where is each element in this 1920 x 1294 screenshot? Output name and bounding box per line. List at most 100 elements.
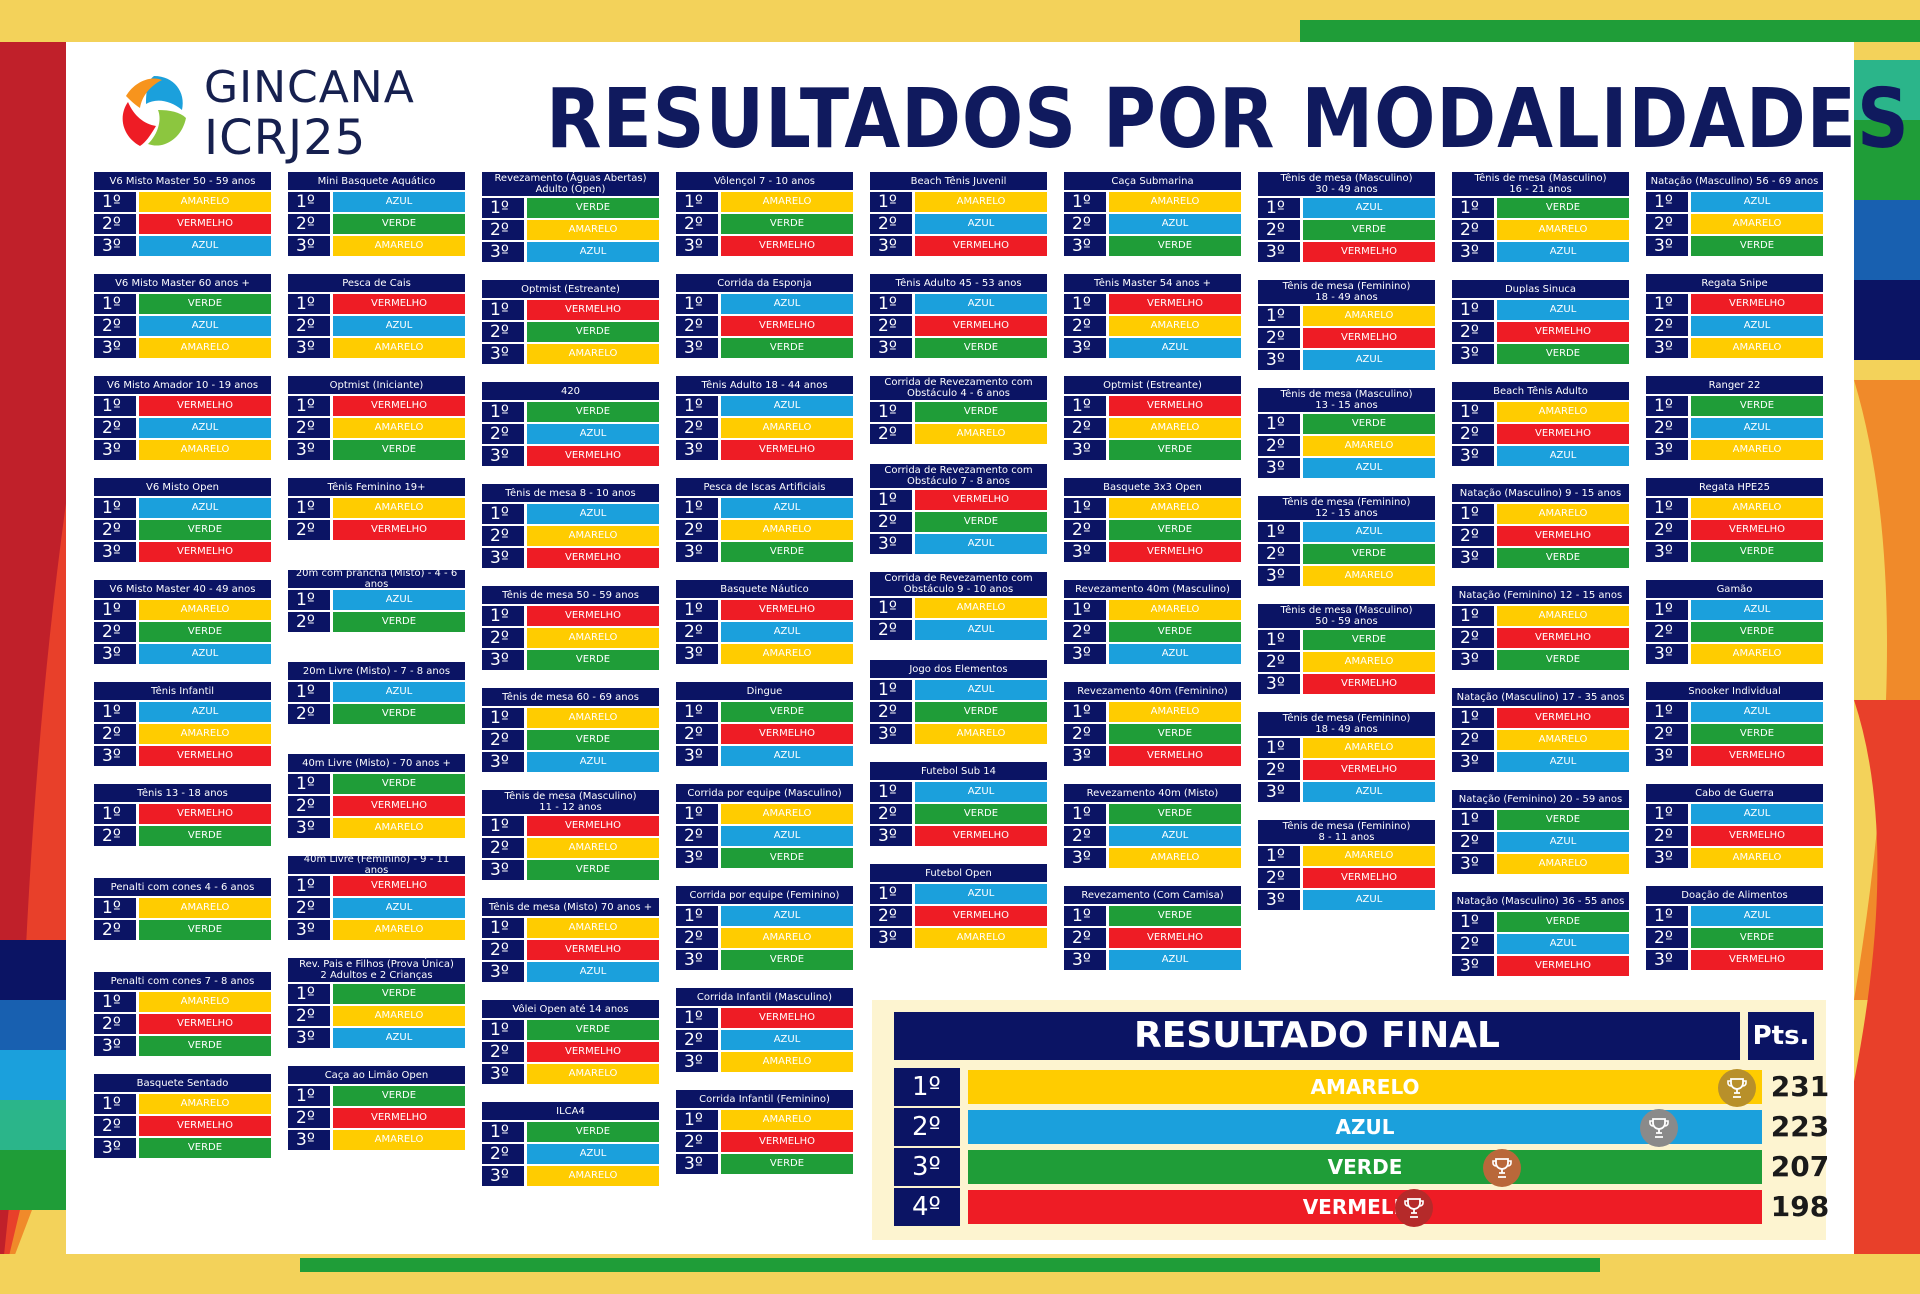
modality-block: Tênis de mesa (Masculino) 50 - 59 anos 1º… [1258, 604, 1435, 694]
team-cell: VERMELHO [1691, 826, 1823, 846]
team-cell: AZUL [721, 1030, 853, 1050]
place-label: 1º [1258, 414, 1300, 434]
result-row: 2º VERMELHO [482, 1042, 659, 1062]
team-cell: AZUL [1303, 890, 1435, 910]
modality-block: Corrida de Revezamento com Obstáculo 7 -… [870, 464, 1047, 554]
modality-title: Revezamento 40m (Feminino) [1064, 682, 1241, 700]
place-label: 3º [288, 1028, 330, 1048]
place-label: 2º [676, 214, 718, 234]
place-label: 3º [288, 1130, 330, 1150]
modality-title-text: Pesca de Iscas Artificiais [703, 481, 826, 493]
place-label: 3º [482, 860, 524, 880]
modality-title-text: Tênis de mesa (Feminino) 8 - 11 anos [1282, 821, 1411, 843]
team-cell: AZUL [333, 1028, 465, 1048]
place-label: 3º [676, 746, 718, 766]
team-cell: AMARELO [915, 192, 1047, 212]
final-points: 223 [1770, 1110, 1830, 1143]
result-row: 3º AZUL [870, 534, 1047, 554]
modality-title: Tênis de mesa 50 - 59 anos [482, 586, 659, 604]
team-cell: AZUL [139, 418, 271, 438]
modality-title: Tênis de mesa (Masculino) 13 - 15 anos [1258, 388, 1435, 412]
modality-block: Tênis Feminino 19+ 1º AMARELO 2º VERMELHO [288, 478, 465, 540]
team-cell: AMARELO [721, 418, 853, 438]
place-label: 1º [482, 918, 524, 938]
place-label: 2º [1258, 328, 1300, 348]
result-row: 1º VERDE [676, 702, 853, 722]
modality-title-text: Gamão [1716, 583, 1753, 595]
team-cell: AMARELO [1691, 498, 1823, 518]
team-cell: AZUL [1691, 702, 1823, 722]
result-row: 2º AMARELO [94, 724, 271, 744]
result-row: 2º AZUL [1646, 418, 1823, 438]
result-row: 1º VERMELHO [288, 396, 465, 416]
modality-title-text: Optmist (Estreante) [521, 283, 620, 295]
result-row: 1º VERDE [288, 1086, 465, 1106]
modality-title-text: Natação (Feminino) 12 - 15 anos [1458, 589, 1623, 601]
modality-block: Cabo de Guerra 1º AZUL 2º VERMELHO 3º AMARELO [1646, 784, 1823, 868]
modality-title-text: Revezamento 40m (Misto) [1086, 787, 1219, 799]
modality-title-text: Tênis de mesa 50 - 59 anos [502, 589, 639, 601]
modality-title: ILCA4 [482, 1102, 659, 1120]
team-cell: VERDE [527, 198, 659, 218]
modality-block: Duplas Sinuca 1º AZUL 2º VERMELHO 3º VERDE [1452, 280, 1629, 364]
result-row: 1º VERDE [482, 402, 659, 422]
team-cell: VERMELHO [1109, 396, 1241, 416]
result-row: 2º VERDE [288, 612, 465, 632]
team-cell: VERMELHO [139, 542, 271, 562]
result-row: 3º AMARELO [1646, 440, 1823, 460]
modality-block: Tênis de mesa (Feminino) 18 - 49 anos 1º A… [1258, 280, 1435, 370]
modality-title-text: Optmist (Iniciante) [329, 379, 424, 391]
result-row: 3º VERDE [94, 1036, 271, 1056]
team-cell: VERMELHO [1497, 956, 1629, 976]
modality-title: Natação (Masculino) 17 - 35 anos [1452, 688, 1629, 706]
result-row: 1º AMARELO [1646, 498, 1823, 518]
result-row: 1º VERMELHO [870, 490, 1047, 510]
place-label: 3º [1258, 890, 1300, 910]
result-row: 2º VERMELHO [676, 724, 853, 744]
place-label: 2º [870, 316, 912, 336]
team-cell: VERMELHO [333, 796, 465, 816]
modality-block: V6 Misto Master 50 - 59 anos 1º AMARELO 2º V… [94, 172, 271, 256]
place-label: 1º [288, 498, 330, 518]
team-cell: VERMELHO [721, 1008, 853, 1028]
modality-block: Tênis de mesa (Masculino) 11 - 12 anos 1º… [482, 790, 659, 880]
place-label: 2º [94, 920, 136, 940]
modality-title: Vôlençol 7 - 10 anos [676, 172, 853, 190]
team-cell: AMARELO [1497, 854, 1629, 874]
modality-title-text: Rev. Pais e Filhos (Prova Única) 2 Adult… [299, 959, 454, 981]
team-cell: VERMELHO [1691, 520, 1823, 540]
team-cell: VERMELHO [333, 396, 465, 416]
modality-title: Tênis de mesa 60 - 69 anos [482, 688, 659, 706]
place-label: 2º [1258, 436, 1300, 456]
place-label: 3º [1452, 548, 1494, 568]
place-label: 3º [870, 928, 912, 948]
place-label: 1º [1452, 912, 1494, 932]
result-row: 2º AMARELO [288, 418, 465, 438]
result-row: 3º AMARELO [94, 338, 271, 358]
place-label: 2º [676, 724, 718, 744]
result-row: 3º VERDE [1064, 236, 1241, 256]
place-label: 1º [870, 680, 912, 700]
place-label: 3º [1258, 782, 1300, 802]
team-cell: VERMELHO [721, 724, 853, 744]
result-row: 2º VERDE [94, 622, 271, 642]
result-row: 1º VERDE [1258, 630, 1435, 650]
team-cell: AZUL [333, 682, 465, 702]
result-row: 1º AMARELO [1064, 600, 1241, 620]
result-row: 1º VERMELHO [482, 300, 659, 320]
place-label: 1º [676, 294, 718, 314]
place-label: 2º [482, 322, 524, 342]
team-cell: VERDE [333, 440, 465, 460]
modality-title: Tênis de mesa (Misto) 70 anos + [482, 898, 659, 916]
result-row: 2º VERMELHO [1646, 520, 1823, 540]
modality-title-text: V6 Misto Master 50 - 59 anos [109, 175, 256, 187]
modality-title-text: Tênis de mesa (Feminino) 18 - 49 anos [1282, 281, 1411, 303]
place-label: 3º [676, 644, 718, 664]
team-cell: VERDE [139, 294, 271, 314]
result-row: 2º AMARELO [288, 1006, 465, 1026]
team-cell: AMARELO [1303, 306, 1435, 326]
result-row: 3º VERMELHO [676, 440, 853, 460]
place-label: 2º [1646, 316, 1688, 336]
result-row: 3º AMARELO [482, 1064, 659, 1084]
bronze-trophy-icon [1482, 1149, 1521, 1187]
